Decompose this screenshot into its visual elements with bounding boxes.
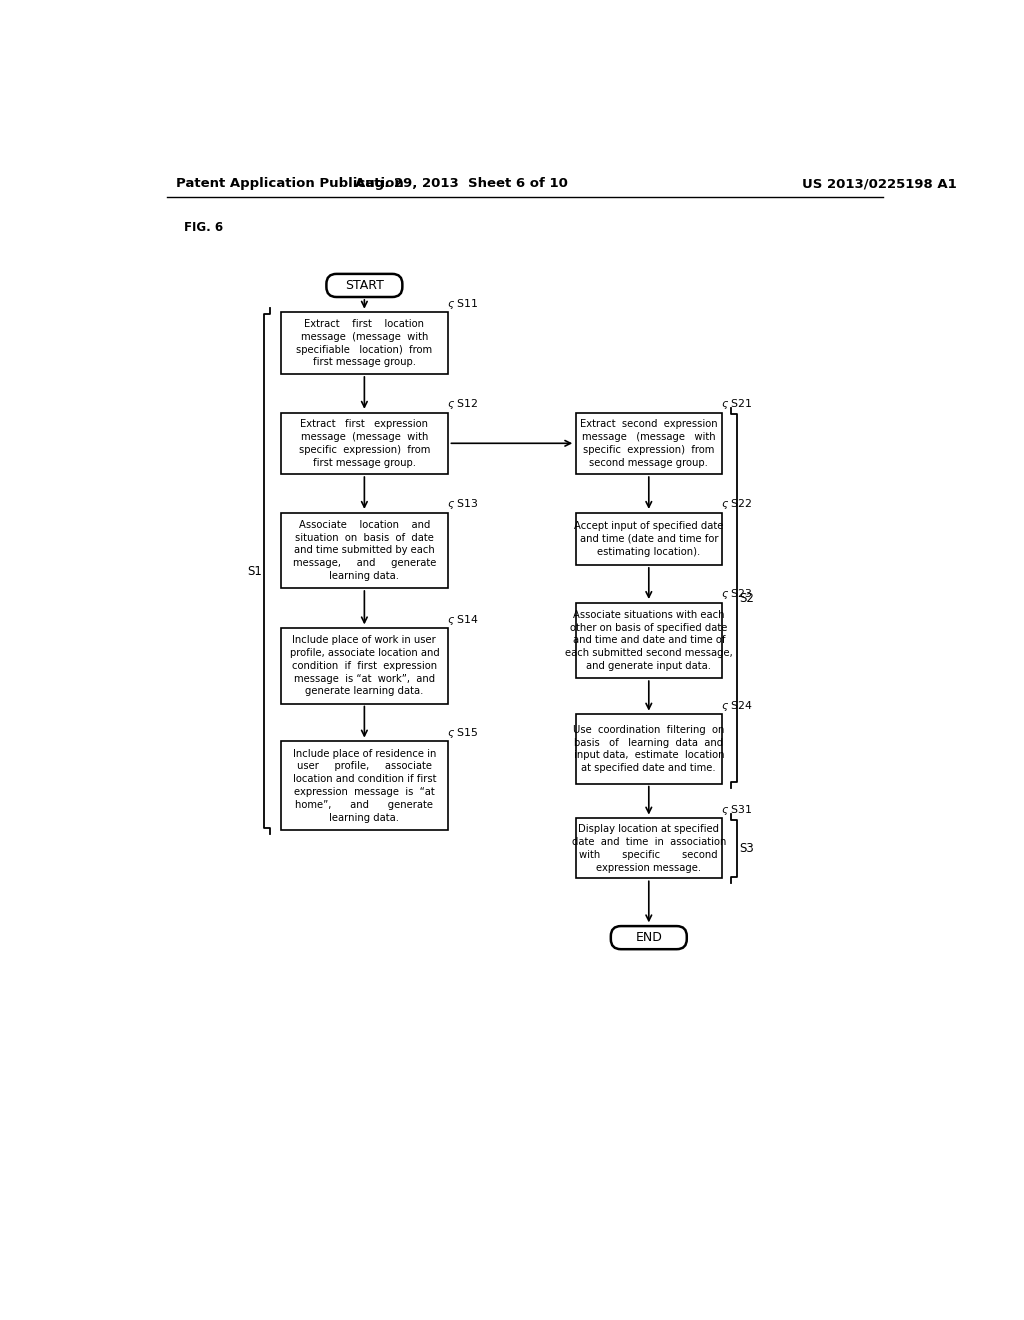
Text: $\varsigma$ S12: $\varsigma$ S12 xyxy=(446,397,478,411)
Text: $\varsigma$ S21: $\varsigma$ S21 xyxy=(721,397,753,411)
Text: S2: S2 xyxy=(739,591,754,605)
Text: FIG. 6: FIG. 6 xyxy=(183,222,223,234)
Text: $\varsigma$ S22: $\varsigma$ S22 xyxy=(721,498,753,511)
FancyBboxPatch shape xyxy=(327,275,402,297)
Bar xyxy=(281,313,447,374)
Bar xyxy=(281,628,447,704)
Text: Display location at specified
date  and  time  in  association
with       specif: Display location at specified date and t… xyxy=(571,824,726,873)
Text: Accept input of specified date
and time (date and time for
estimating location).: Accept input of specified date and time … xyxy=(574,521,724,557)
FancyBboxPatch shape xyxy=(611,927,687,949)
Text: $\varsigma$ S11: $\varsigma$ S11 xyxy=(446,297,478,312)
Text: $\varsigma$ S14: $\varsigma$ S14 xyxy=(446,612,479,627)
Text: $\varsigma$ S23: $\varsigma$ S23 xyxy=(721,587,753,601)
Text: $\varsigma$ S13: $\varsigma$ S13 xyxy=(446,498,478,511)
Bar xyxy=(575,818,722,878)
Text: $\varsigma$ S15: $\varsigma$ S15 xyxy=(446,726,478,739)
Bar xyxy=(281,413,447,474)
Text: Extract  second  expression
message   (message   with
specific  expression)  fro: Extract second expression message (messa… xyxy=(580,420,718,467)
Text: Include place of residence in
user     profile,     associate
location and condi: Include place of residence in user profi… xyxy=(293,748,436,822)
Text: END: END xyxy=(635,931,663,944)
Text: Extract    first    location
message  (message  with
specifiable   location)  fr: Extract first location message (message … xyxy=(296,319,432,367)
Bar xyxy=(575,512,722,565)
Text: Associate    location    and
situation  on  basis  of  date
and time submitted b: Associate location and situation on basi… xyxy=(293,520,436,581)
Text: START: START xyxy=(345,279,384,292)
Bar xyxy=(281,512,447,589)
Text: US 2013/0225198 A1: US 2013/0225198 A1 xyxy=(802,177,957,190)
Text: Extract   first   expression
message  (message  with
specific  expression)  from: Extract first expression message (messag… xyxy=(299,420,430,467)
Text: Patent Application Publication: Patent Application Publication xyxy=(176,177,403,190)
Bar xyxy=(281,742,447,830)
Text: Include place of work in user
profile, associate location and
condition  if  fir: Include place of work in user profile, a… xyxy=(290,635,439,697)
Text: Aug. 29, 2013  Sheet 6 of 10: Aug. 29, 2013 Sheet 6 of 10 xyxy=(354,177,567,190)
Text: S3: S3 xyxy=(739,842,754,855)
Bar xyxy=(575,413,722,474)
Text: Use  coordination  filtering  on
basis   of   learning  data  and
input data,  e: Use coordination filtering on basis of l… xyxy=(573,725,725,774)
Text: $\varsigma$ S31: $\varsigma$ S31 xyxy=(721,803,753,817)
Text: $\varsigma$ S24: $\varsigma$ S24 xyxy=(721,698,753,713)
Text: S1: S1 xyxy=(247,565,262,578)
Text: Associate situations with each
other on basis of specified date
and time and dat: Associate situations with each other on … xyxy=(565,610,733,671)
Bar xyxy=(575,714,722,784)
Bar xyxy=(575,603,722,678)
